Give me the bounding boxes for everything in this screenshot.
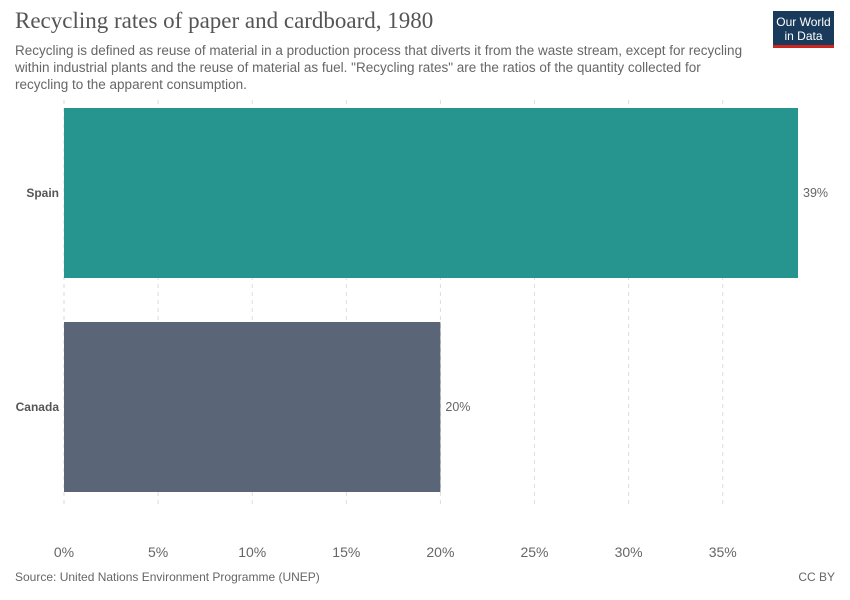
x-tick-label: 25% [520,544,548,560]
chart-title: Recycling rates of paper and cardboard, … [15,8,434,33]
source-note[interactable]: Source: United Nations Environment Progr… [15,570,320,584]
x-tick-label: 5% [148,544,168,560]
x-tick-label: 0% [54,544,74,560]
logo-line-2: in Data [784,29,823,43]
license-label[interactable]: CC BY [798,570,835,584]
x-tick-label: 10% [238,544,266,560]
logo-accent-bar [773,45,834,48]
bar-spain [64,108,798,278]
logo-line-1: Our World [776,15,831,29]
owid-logo[interactable]: Our World in Data [773,11,834,48]
category-label-spain: Spain [26,186,59,200]
x-tick-label: 20% [426,544,454,560]
value-label-spain: 39% [803,186,828,200]
x-tick-label: 15% [332,544,360,560]
category-label-canada: Canada [16,400,60,414]
x-tick-label: 35% [709,544,737,560]
bar-canada [64,322,441,492]
x-tick-label: 30% [615,544,643,560]
chart-subtitle: Recycling is defined as reuse of materia… [15,43,743,92]
value-label-canada: 20% [445,400,470,414]
